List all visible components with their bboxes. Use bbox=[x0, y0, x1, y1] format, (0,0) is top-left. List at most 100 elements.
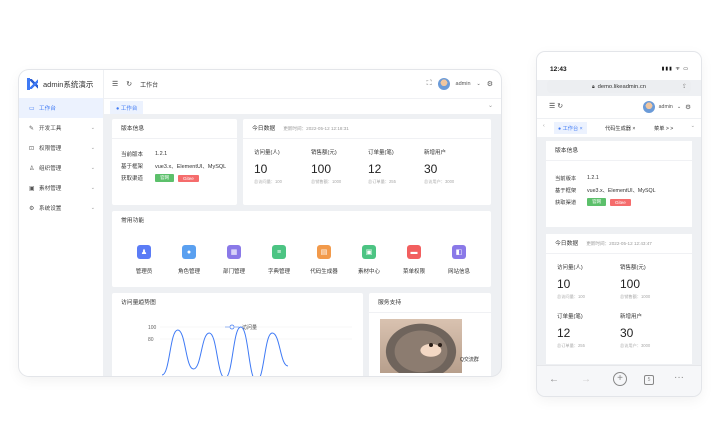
official-site-badge[interactable]: 官网 bbox=[587, 198, 606, 206]
sidebar-item-settings[interactable]: ⚙ 系统设置 ⌄ bbox=[19, 198, 103, 218]
new-tab-icon[interactable]: + bbox=[613, 372, 627, 386]
sidebar-item-dashboard[interactable]: ▭ 工作台 bbox=[19, 98, 103, 118]
card-title: 今日数据 更新时间：2022-05-12 12:18:31 bbox=[243, 119, 491, 139]
menu-fold-icon[interactable]: ☰ ↻ bbox=[549, 103, 564, 110]
chevron-down-icon[interactable]: ⌄ bbox=[476, 81, 481, 87]
row-key: 基于框架 bbox=[121, 164, 144, 170]
function-label: 管理员 bbox=[135, 269, 153, 275]
gitee-badge[interactable]: Gitee bbox=[178, 174, 199, 182]
version-card: 版本信息 当前版本 1.2.1 基于框架 vue3.x、ElementUI、MySQ… bbox=[112, 119, 237, 205]
cat-eye bbox=[438, 343, 442, 347]
stat-sales: 销售额(元) 100 总销售额：1000 bbox=[620, 263, 650, 300]
stat-total: 总访用户：3000 bbox=[424, 179, 455, 184]
visits-trend-card: 访问量趋势图 访问量 100 80 bbox=[112, 293, 363, 376]
function-code-generator[interactable]: ▤ 代码生成器 bbox=[304, 245, 344, 275]
stat-new-users: 新增用户 30 总访用户：3000 bbox=[620, 312, 650, 349]
function-menu-permission[interactable]: ▬ 菜单权限 bbox=[394, 245, 434, 275]
chevron-down-icon[interactable]: ⌄ bbox=[690, 123, 695, 129]
sidebar-item-permissions[interactable]: ⊡ 权限管理 ⌄ bbox=[19, 138, 103, 158]
function-label: 代码生成器 bbox=[310, 269, 338, 275]
mobile-header: ☰ ↻ admin ⌄ ⚙ bbox=[537, 96, 701, 118]
fullscreen-icon[interactable]: ⛶ bbox=[426, 80, 432, 87]
back-icon[interactable]: ← bbox=[549, 374, 559, 385]
chevron-down-icon: ⌄ bbox=[90, 185, 95, 191]
stat-sales: 销售额(元) 100 总销售额：1000 bbox=[311, 148, 341, 185]
avatar[interactable] bbox=[642, 101, 655, 113]
today-data-card: 今日数据 更新时间：2022-05-12 12:18:31 访问量(人) 10 总… bbox=[243, 119, 491, 205]
row-value: vue3.x、ElementUI、MySQL bbox=[587, 188, 656, 194]
function-website[interactable]: ◧ 网站信息 bbox=[439, 245, 479, 275]
username[interactable]: admin bbox=[455, 81, 471, 87]
cat-eye bbox=[429, 343, 433, 347]
service-support-card: 服务支持 Q交流群 bbox=[369, 293, 491, 376]
sidebar: admin系统演示 ▭ 工作台 ✎ 开发工具 ⌄ ⊡ 权限管理 ⌄ ♙ 组织管理… bbox=[19, 70, 104, 376]
gear-icon: ⚙ bbox=[29, 205, 35, 212]
function-admin[interactable]: ♟ 管理员 bbox=[124, 245, 164, 275]
avatar[interactable] bbox=[437, 78, 450, 90]
sidebar-item-label: 开发工具 bbox=[39, 126, 62, 132]
function-dictionary[interactable]: ≡ 字典管理 bbox=[259, 245, 299, 275]
forward-icon[interactable]: → bbox=[581, 374, 591, 385]
dictionary-icon: ≡ bbox=[272, 245, 286, 259]
function-label: 角色管理 bbox=[177, 269, 200, 275]
function-departments[interactable]: ▦ 部门管理 bbox=[214, 245, 254, 275]
gitee-badge[interactable]: Gitee bbox=[610, 198, 631, 206]
tab-menu[interactable]: 菜单 > > bbox=[654, 125, 674, 132]
framework-row: 基于框架 vue3.x、ElementUI、MySQL bbox=[555, 184, 692, 196]
card-title: 版本信息 bbox=[546, 141, 692, 161]
desktop-window: admin系统演示 ▭ 工作台 ✎ 开发工具 ⌄ ⊡ 权限管理 ⌄ ♙ 组织管理… bbox=[19, 70, 501, 376]
row-key: 获取渠道 bbox=[555, 200, 577, 206]
refresh-icon[interactable]: ↻ bbox=[126, 81, 133, 88]
chevron-left-icon[interactable]: ‹ bbox=[543, 123, 545, 129]
browser-toolbar: ← → + 5 ··· bbox=[537, 365, 701, 396]
gear-icon[interactable]: ⚙ bbox=[486, 81, 493, 88]
stat-total: 总访问量：100 bbox=[254, 179, 282, 184]
menu-fold-icon[interactable]: ☰ bbox=[112, 81, 119, 88]
chevron-down-icon: ⌄ bbox=[90, 145, 95, 151]
tab-dashboard[interactable]: ● 工作台 bbox=[110, 101, 144, 114]
function-label: 部门管理 bbox=[222, 269, 245, 275]
mobile-today-data-card: 今日数据 更新时间：2022-05-12 12:43:47 访问量(人) 10 总… bbox=[546, 234, 692, 364]
chevron-down-icon[interactable]: ⌄ bbox=[487, 103, 493, 109]
stat-label: 销售额(元) bbox=[620, 265, 646, 271]
gear-icon[interactable]: ⚙ bbox=[685, 104, 691, 111]
chevron-down-icon: ⌄ bbox=[90, 165, 95, 171]
row-key: 获取渠道 bbox=[121, 176, 144, 182]
stat-label: 订单量(笔) bbox=[557, 314, 583, 320]
share-icon[interactable]: ⇪ bbox=[681, 84, 687, 90]
address-bar[interactable]: 🔒︎ demo.likeadmin.cn ⇪ bbox=[547, 80, 691, 93]
function-label: 字典管理 bbox=[267, 269, 290, 275]
function-roles[interactable]: ● 角色管理 bbox=[169, 245, 209, 275]
visits-chart: 访问量 100 80 bbox=[148, 324, 352, 376]
row-key: 基于框架 bbox=[555, 188, 577, 194]
lock-icon: 🔒︎ bbox=[591, 83, 595, 90]
row-key: 当前版本 bbox=[555, 176, 577, 182]
stat-orders: 订单量(笔) 12 总订单量：255 bbox=[368, 148, 396, 185]
more-icon[interactable]: ··· bbox=[674, 372, 684, 383]
stat-total: 总订单量：255 bbox=[557, 343, 585, 348]
sidebar-menu: ▭ 工作台 ✎ 开发工具 ⌄ ⊡ 权限管理 ⌄ ♙ 组织管理 ⌄ ▣ 素材管理 bbox=[19, 98, 103, 218]
tab-dashboard[interactable]: ● 工作台 × bbox=[554, 122, 587, 134]
stat-total: 总订单量：255 bbox=[368, 179, 396, 184]
user-icon: ♙ bbox=[29, 165, 35, 172]
stat-label: 销售额(元) bbox=[311, 150, 337, 156]
stat-value: 100 bbox=[620, 277, 641, 291]
sidebar-item-dev-tools[interactable]: ✎ 开发工具 ⌄ bbox=[19, 118, 103, 138]
row-key: 当前版本 bbox=[121, 152, 144, 158]
card-title-text: 今日数据 bbox=[555, 241, 579, 247]
official-site-badge[interactable]: 官网 bbox=[155, 174, 174, 182]
function-materials[interactable]: ▣ 素材中心 bbox=[349, 245, 389, 275]
function-label: 网站信息 bbox=[447, 269, 470, 275]
sidebar-item-materials[interactable]: ▣ 素材管理 ⌄ bbox=[19, 178, 103, 198]
username[interactable]: admin bbox=[658, 104, 673, 110]
url-text: demo.likeadmin.cn bbox=[597, 83, 646, 90]
chevron-down-icon[interactable]: ⌄ bbox=[676, 104, 682, 110]
tab-code-generator[interactable]: 代码生成器 × bbox=[605, 125, 636, 132]
brand[interactable]: admin系统演示 bbox=[19, 70, 103, 98]
website-icon: ◧ bbox=[452, 245, 466, 259]
signal-icon: ▮▮▮ ᯤ ▭ bbox=[661, 66, 689, 72]
card-title: 访问量趋势图 bbox=[121, 300, 156, 306]
tabs-icon[interactable]: 5 bbox=[644, 375, 654, 385]
sidebar-item-organization[interactable]: ♙ 组织管理 ⌄ bbox=[19, 158, 103, 178]
topbar-right: ⛶ admin ⌄ ⚙ bbox=[427, 70, 493, 98]
